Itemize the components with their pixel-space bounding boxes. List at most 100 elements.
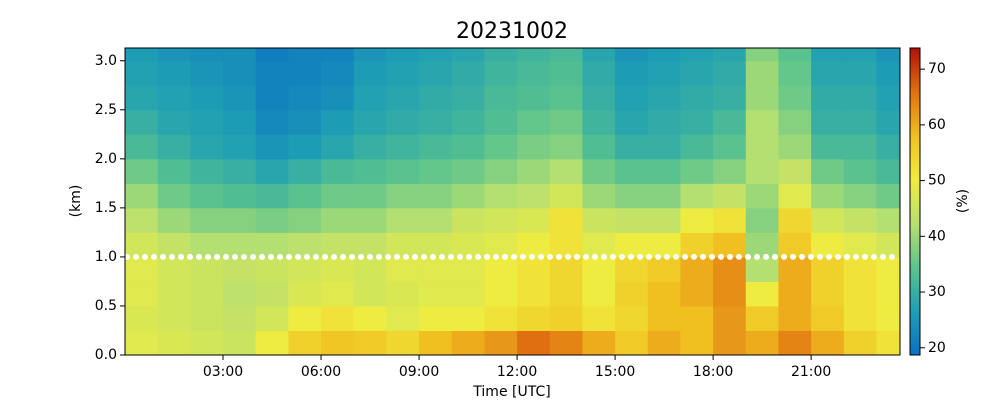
heat-cell — [353, 109, 387, 135]
heat-cell — [843, 330, 877, 355]
heat-cell — [419, 48, 453, 62]
heat-cell — [451, 207, 485, 233]
heat-cell — [811, 305, 845, 331]
heat-cell — [321, 134, 355, 160]
heat-cell — [255, 109, 289, 135]
heat-cell — [549, 48, 583, 62]
heat-cell — [876, 330, 900, 355]
heat-cell — [125, 207, 159, 233]
heat-cell — [843, 256, 877, 282]
heat-cell — [353, 330, 387, 355]
heat-cell — [615, 60, 649, 86]
heat-cell — [321, 232, 355, 258]
heat-cell — [353, 60, 387, 86]
heat-cell — [778, 330, 812, 355]
y-tick-label: 1.0 — [95, 249, 117, 265]
heat-cell — [190, 109, 224, 135]
heat-cell — [680, 60, 714, 86]
x-tick-label: 09:00 — [399, 364, 439, 380]
heat-cell — [451, 85, 485, 111]
heat-cell — [451, 183, 485, 209]
heat-cell — [190, 134, 224, 160]
heat-cell — [223, 330, 257, 355]
heat-cell — [876, 85, 900, 111]
heat-cell — [157, 330, 191, 355]
heat-cell — [778, 134, 812, 160]
heat-cell — [321, 330, 355, 355]
heat-cell — [876, 256, 900, 282]
heat-cell — [745, 48, 779, 62]
heat-cell — [615, 183, 649, 209]
x-tick-label: 18:00 — [693, 364, 733, 380]
heat-cell — [223, 109, 257, 135]
heat-cell — [223, 85, 257, 111]
heat-cell — [778, 305, 812, 331]
heat-cell — [582, 85, 616, 111]
heat-cell — [125, 256, 159, 282]
heat-cell — [647, 60, 681, 86]
heat-cell — [321, 85, 355, 111]
heat-cell — [255, 330, 289, 355]
heat-cell — [615, 158, 649, 184]
heat-cell — [157, 305, 191, 331]
heat-cell — [484, 305, 518, 331]
heat-cell — [647, 109, 681, 135]
heat-cell — [615, 48, 649, 62]
heat-cell — [745, 183, 779, 209]
heat-cell — [811, 60, 845, 86]
heat-cell — [419, 207, 453, 233]
heat-cell — [647, 85, 681, 111]
heat-cell — [288, 109, 322, 135]
heat-cell — [811, 85, 845, 111]
heat-cell — [125, 330, 159, 355]
heat-cell — [876, 232, 900, 258]
heat-cell — [680, 183, 714, 209]
heat-cell — [157, 109, 191, 135]
heat-cell — [549, 85, 583, 111]
heat-cell — [190, 85, 224, 111]
y-tick-label: 3.0 — [95, 53, 117, 69]
heat-cell — [288, 256, 322, 282]
heat-cell — [713, 183, 747, 209]
heat-cell — [745, 232, 779, 258]
heat-cell — [484, 48, 518, 62]
heat-cell — [321, 158, 355, 184]
heat-cell — [713, 256, 747, 282]
heat-cell — [353, 207, 387, 233]
heat-cell — [386, 330, 420, 355]
heat-cell — [353, 232, 387, 258]
heat-cell — [647, 330, 681, 355]
heat-cell — [647, 207, 681, 233]
plot-frame — [124, 47, 901, 356]
heat-cell — [190, 305, 224, 331]
heat-cell — [582, 109, 616, 135]
heat-cell — [713, 232, 747, 258]
heat-cell — [353, 256, 387, 282]
heat-cell — [713, 60, 747, 86]
heat-cell — [713, 85, 747, 111]
heat-cell — [157, 158, 191, 184]
heat-cell — [157, 256, 191, 282]
heat-cell — [419, 232, 453, 258]
colorbar-tick-label: 70 — [928, 61, 946, 77]
heat-cell — [353, 85, 387, 111]
heat-cell — [680, 330, 714, 355]
heat-cell — [484, 109, 518, 135]
heat-cell — [876, 281, 900, 307]
heat-cell — [451, 305, 485, 331]
heat-cell — [549, 207, 583, 233]
heat-cell — [680, 207, 714, 233]
heat-cell — [582, 281, 616, 307]
heat-cell — [190, 330, 224, 355]
colorbar-tick-label: 20 — [928, 340, 946, 356]
heat-cell — [157, 183, 191, 209]
heat-cell — [255, 281, 289, 307]
heat-cell — [549, 109, 583, 135]
heat-cell — [190, 232, 224, 258]
x-axis-label: Time [UTC] — [472, 384, 550, 400]
heat-cell — [680, 232, 714, 258]
heat-cell — [157, 134, 191, 160]
colorbar-tick-label: 30 — [928, 284, 946, 300]
heat-cell — [517, 134, 551, 160]
heat-cell — [517, 281, 551, 307]
